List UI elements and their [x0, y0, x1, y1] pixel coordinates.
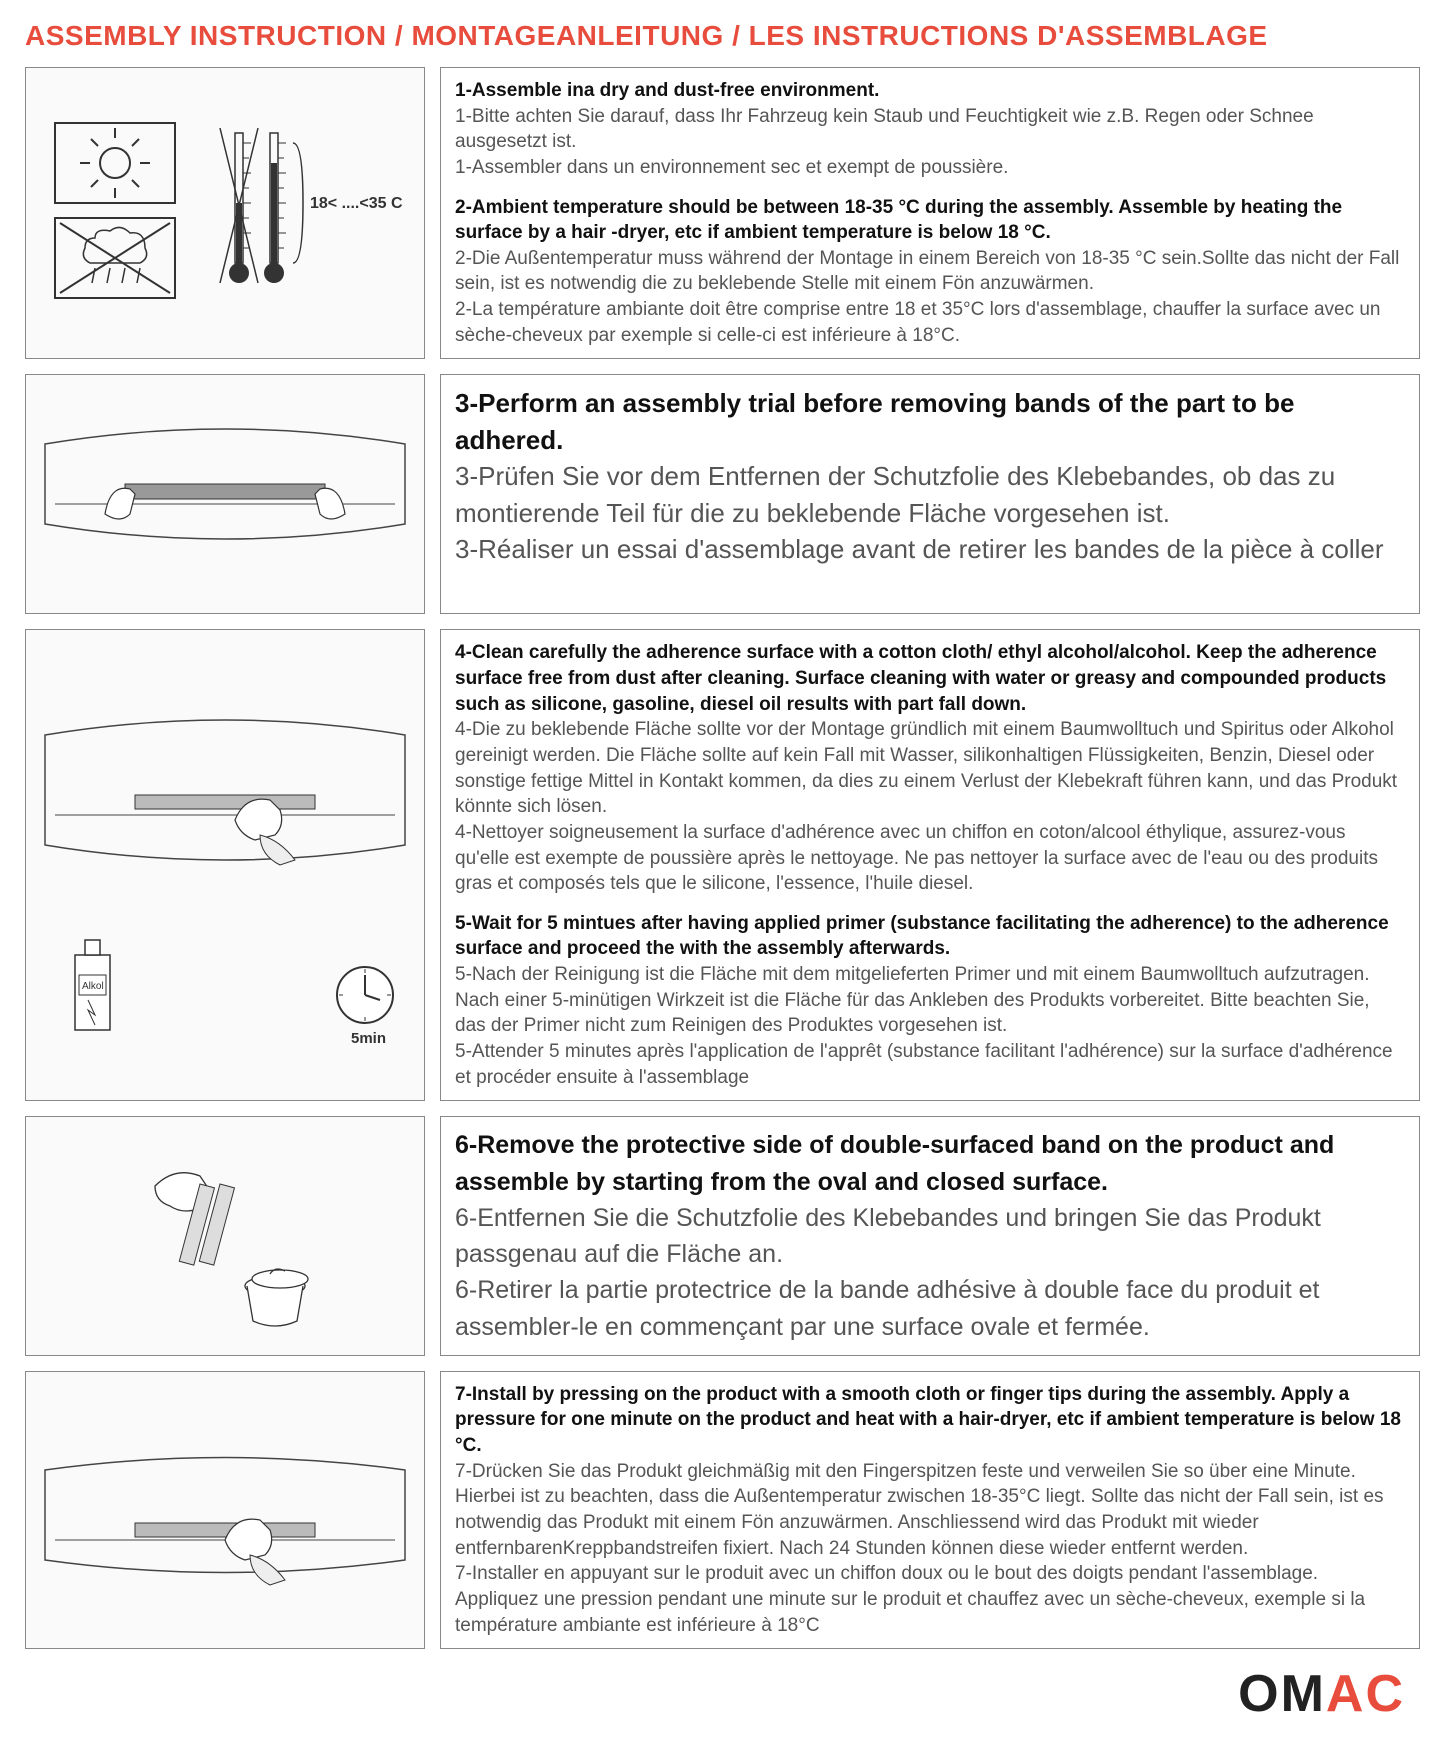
step-1-en: 1-Assemble ina dry and dust-free environ… [455, 78, 1405, 104]
svg-text:5min: 5min [351, 1030, 386, 1047]
step-2-de: 2-Die Außentemperatur muss während der M… [455, 246, 1405, 297]
step-2-fr: 2-La température ambiante doit être comp… [455, 297, 1405, 348]
text-box-2: 3-Perform an assembly trial before remov… [440, 374, 1420, 614]
step-1-de: 1-Bitte achten Sie darauf, dass Ihr Fahr… [455, 104, 1405, 155]
logo-row: OMAC [25, 1664, 1420, 1724]
section-4: 6-Remove the protective side of double-s… [25, 1116, 1420, 1356]
step-6-en: 6-Remove the protective side of double-s… [455, 1127, 1405, 1200]
temp-icon: 18< ....<35 C [35, 103, 415, 323]
step-4-fr: 4-Nettoyer soigneusement la surface d'ad… [455, 820, 1405, 897]
svg-text:18< ....<35 C: 18< ....<35 C [310, 195, 403, 212]
step-5-de: 5-Nach der Reinigung ist die Fläche mit … [455, 962, 1405, 1039]
step-6-fr: 6-Retirer la partie protectrice de la ba… [455, 1272, 1405, 1345]
step-4-de: 4-Die zu beklebende Fläche sollte vor de… [455, 717, 1405, 820]
step-4-en: 4-Clean carefully the adherence surface … [455, 640, 1405, 717]
section-3: Alkol 5min 4-Clean carefully the adheren… [25, 629, 1420, 1101]
step-2-en: 2-Ambient temperature should be between … [455, 195, 1405, 246]
text-box-5: 7-Install by pressing on the product wit… [440, 1371, 1420, 1649]
illustration-temp: 18< ....<35 C [25, 67, 425, 359]
section-2: 3-Perform an assembly trial before remov… [25, 374, 1420, 614]
clean-icon: Alkol 5min [35, 665, 415, 1065]
step-7-fr: 7-Installer en appuyant sur le produit a… [455, 1561, 1405, 1638]
logo-om: OM [1238, 1665, 1326, 1723]
svg-text:Alkol: Alkol [82, 981, 104, 992]
illustration-remove [25, 1116, 425, 1356]
section-5: 7-Install by pressing on the product wit… [25, 1371, 1420, 1649]
trial-icon [35, 384, 415, 604]
step-5-fr: 5-Attender 5 minutes après l'application… [455, 1039, 1405, 1090]
step-5-en: 5-Wait for 5 mintues after having applie… [455, 911, 1405, 962]
text-box-1: 1-Assemble ina dry and dust-free environ… [440, 67, 1420, 359]
logo-ac: AC [1326, 1665, 1405, 1723]
step-3-en: 3-Perform an assembly trial before remov… [455, 385, 1405, 458]
step-7-en: 7-Install by pressing on the product wit… [455, 1382, 1405, 1459]
step-3-fr: 3-Réaliser un essai d'assemblage avant d… [455, 531, 1405, 567]
section-1: 18< ....<35 C 1-Assemble ina dry and dus… [25, 67, 1420, 359]
illustration-press [25, 1371, 425, 1649]
step-3-de: 3-Prüfen Sie vor dem Entfernen der Schut… [455, 458, 1405, 531]
step-6-de: 6-Entfernen Sie die Schutzfolie des Kleb… [455, 1200, 1405, 1273]
omac-logo: OMAC [1238, 1664, 1405, 1724]
page-title: ASSEMBLY INSTRUCTION / MONTAGEANLEITUNG … [25, 20, 1420, 52]
illustration-clean: Alkol 5min [25, 629, 425, 1101]
illustration-trial [25, 374, 425, 614]
text-box-3: 4-Clean carefully the adherence surface … [440, 629, 1420, 1101]
step-7-de: 7-Drücken Sie das Produkt gleichmäßig mi… [455, 1459, 1405, 1562]
text-box-4: 6-Remove the protective side of double-s… [440, 1116, 1420, 1356]
step-1-fr: 1-Assembler dans un environnement sec et… [455, 155, 1405, 181]
press-icon [35, 1415, 415, 1605]
remove-icon [35, 1136, 415, 1336]
